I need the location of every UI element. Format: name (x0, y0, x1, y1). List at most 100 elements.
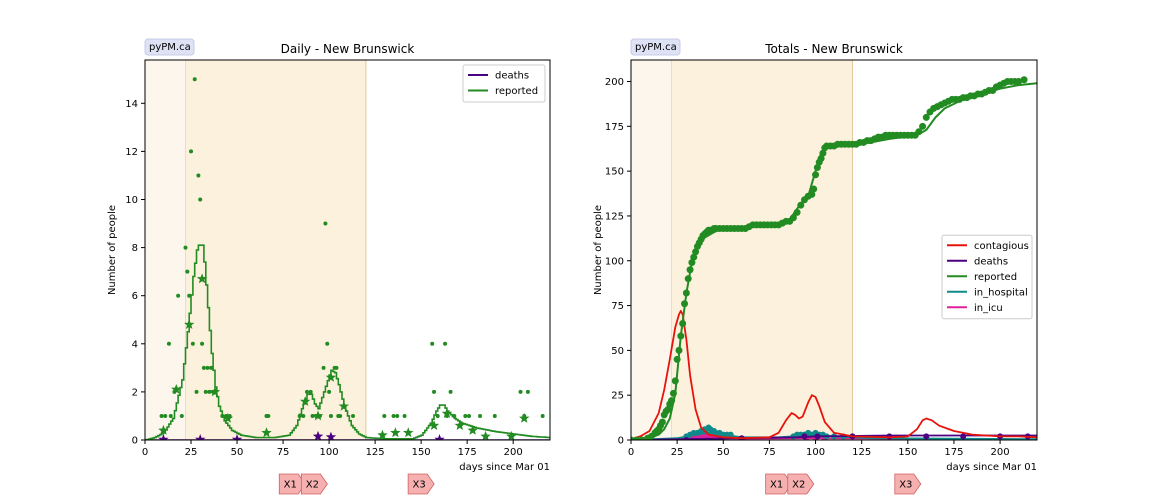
totals-y-tick-label: 100 (605, 256, 624, 267)
daily-y-axis-label: Number of people (107, 205, 118, 295)
daily-reported-daily-point (185, 269, 190, 274)
totals-intervention-label-X3: X3 (899, 480, 912, 491)
daily-reported-daily-point (201, 365, 206, 370)
daily-x-tick-label: 50 (231, 447, 244, 458)
daily-reported-daily-point (452, 413, 457, 418)
daily-x-axis-label: days since Mar 01 (459, 462, 550, 473)
daily-y-tick-label: 4 (132, 339, 138, 350)
daily-reported-daily-point (430, 341, 435, 346)
daily-reported-daily-point (382, 413, 387, 418)
daily-reported-weekly-star (454, 420, 465, 430)
totals-y-tick-label: 50 (611, 346, 624, 357)
daily-reported-daily-point (209, 365, 214, 370)
daily-reported-weekly-star (196, 273, 208, 284)
daily-reported-daily-point (203, 389, 208, 394)
totals-y-tick-label: 175 (605, 122, 624, 133)
daily-reported-daily-point (492, 413, 497, 418)
daily-reported-daily-point (301, 413, 306, 418)
totals-y-tick-label: 200 (605, 77, 624, 88)
daily-reported-daily-point (328, 413, 333, 418)
daily-badge-background (144, 38, 195, 56)
daily-deaths-weekly-star (434, 434, 445, 440)
daily-y-tick-label: 12 (125, 147, 138, 158)
totals-reported-model-line (631, 82, 1037, 440)
totals-reported-data-point (1020, 76, 1028, 84)
daily-intervention-markers: X1 X2 X3 (278, 473, 435, 495)
daily-reported-daily-point (189, 149, 194, 154)
daily-reported-model-line (145, 244, 550, 440)
daily-axes: 0 25 50 75 100 125 150 175 200 0 2 4 6 8 10 12 14 (125, 99, 522, 458)
daily-reported-daily-point (467, 413, 471, 418)
daily-reported-daily-point (207, 389, 212, 394)
daily-reported-daily-point (179, 413, 184, 418)
totals-shaded-period-2 (671, 60, 853, 440)
daily-reported-daily-point (168, 413, 173, 418)
daily-badge-text: pyPM.ca (149, 42, 191, 53)
daily-reported-weekly-star (158, 424, 169, 435)
daily-reported-daily-point (518, 389, 523, 394)
daily-reported-daily-point (463, 413, 468, 418)
daily-reported-daily-point (432, 389, 437, 394)
daily-reported-daily-point (325, 341, 330, 346)
totals-x-tick-label: 75 (763, 447, 776, 458)
totals-axes: 0 25 50 75 100 125 150 175 200 0 25 50 75 100 125 150 17… (605, 77, 1010, 458)
daily-shaded-periods (145, 60, 367, 440)
totals-y-tick-label: 75 (611, 301, 624, 312)
daily-reported-weekly-star (299, 396, 311, 406)
daily-intervention-label-X1: X1 (284, 480, 297, 491)
totals-deaths-data-point (923, 433, 930, 440)
totals-x-tick-label: 175 (944, 447, 963, 458)
totals-y-tick-label: 150 (605, 167, 624, 178)
totals-legend-label-contagious: contagious (974, 241, 1029, 252)
totals-x-axis-label: days since Mar 01 (946, 462, 1037, 473)
totals-badge-background (630, 38, 681, 56)
daily-x-tick-label: 75 (277, 447, 290, 458)
daily-reported-weekly-star (261, 427, 272, 438)
totals-legend: contagious deaths reported in_hospital in_ic… (941, 234, 1033, 320)
daily-intervention-arrow-X3 (407, 473, 435, 495)
daily-reported-daily-point (196, 173, 201, 178)
totals-plot-area (631, 76, 1037, 440)
totals-x-tick-label: 200 (991, 447, 1010, 458)
totals-y-tick-label: 25 (611, 391, 624, 402)
totals-chart: 0 25 50 75 100 125 150 175 200 0 25 50 75 100 125 150 17… (593, 38, 1038, 495)
daily-reported-daily-point (435, 413, 440, 418)
daily-reported-weekly-star (467, 424, 478, 435)
daily-reported-daily-point (478, 413, 483, 418)
totals-reported-data-point (1015, 78, 1023, 86)
daily-reported-daily-point (305, 389, 309, 394)
daily-reported-daily-point (308, 389, 313, 394)
daily-x-tick-label: 150 (412, 447, 431, 458)
daily-badge: pyPM.ca (144, 38, 195, 56)
totals-badge: pyPM.ca (630, 38, 681, 56)
daily-x-tick-label: 100 (320, 447, 339, 458)
daily-reported-weekly-star (338, 400, 349, 411)
daily-x-tick-label: 0 (142, 447, 148, 458)
daily-reported-daily-point (443, 341, 448, 346)
daily-reported-daily-point (200, 341, 205, 346)
totals-x-tick-label: 50 (717, 447, 730, 458)
daily-plot-frame (144, 59, 551, 441)
totals-y-axis-label: Number of people (593, 205, 604, 295)
daily-reported-daily-point (176, 293, 181, 298)
daily-reported-daily-point (321, 365, 326, 370)
totals-intervention-arrow-X2 (787, 473, 815, 495)
totals-deaths-data-point (960, 433, 967, 440)
daily-reported-daily-point (187, 293, 192, 298)
daily-reported-daily-point (334, 365, 339, 370)
daily-x-tick-label: 175 (458, 447, 477, 458)
daily-y-tick-label: 14 (125, 99, 138, 110)
daily-reported-weekly-star (441, 408, 453, 418)
daily-reported-daily-point (183, 245, 188, 250)
totals-y-tick-label: 125 (605, 211, 624, 222)
totals-legend-box (941, 234, 1033, 320)
daily-reported-daily-point (310, 413, 315, 418)
totals-reported-data-point (664, 406, 672, 414)
daily-deaths-weekly-star (325, 431, 337, 440)
daily-deaths-weekly-star (195, 434, 206, 440)
totals-x-tick-label: 0 (628, 447, 634, 458)
totals-deaths-model-line (631, 434, 1037, 440)
daily-legend-label-deaths: deaths (495, 71, 529, 82)
daily-y-tick-label: 6 (132, 291, 138, 302)
daily-reported-daily-point (190, 341, 195, 346)
